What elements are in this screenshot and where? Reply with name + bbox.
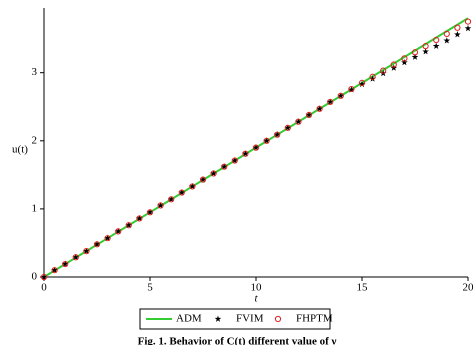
x-tick-label: 10: [251, 282, 263, 294]
y-axis-label: u(t): [12, 144, 28, 156]
x-tick-label: 5: [147, 282, 153, 294]
data-point: [125, 222, 132, 229]
data-point: [40, 273, 48, 281]
data-point: [337, 92, 344, 99]
x-tick-label: 15: [357, 282, 369, 294]
data-point: [327, 98, 334, 106]
data-point: [189, 182, 196, 190]
data-point: [284, 124, 292, 131]
data-point: [104, 235, 111, 242]
data-point: [369, 73, 376, 80]
data-point: [390, 61, 397, 68]
legend-label: FVIM: [236, 313, 264, 325]
y-tick-label: 3: [32, 66, 38, 78]
data-point: [125, 221, 133, 229]
data-point: [61, 260, 69, 267]
x-tick-label: 0: [41, 282, 47, 294]
data-point: [72, 254, 79, 261]
data-point: [83, 248, 90, 255]
data-point: [316, 105, 323, 112]
data-point: [136, 215, 143, 222]
data-point: [263, 137, 270, 144]
y-tick-label: 0: [32, 271, 38, 283]
data-point: [220, 163, 228, 170]
data-point: [380, 67, 387, 74]
data-point: [464, 24, 472, 32]
data-point: [433, 36, 440, 44]
data-point: [242, 150, 249, 157]
data-point: [369, 75, 376, 82]
data-point: [464, 18, 472, 25]
data-point: [305, 111, 313, 119]
data-point: [146, 209, 154, 216]
data-point: [146, 208, 154, 216]
legend-label: ADM: [176, 313, 202, 325]
data-point: [40, 273, 48, 280]
data-point: [401, 58, 408, 66]
data-point: [454, 31, 461, 38]
data-point: [401, 55, 408, 62]
data-point: [168, 196, 175, 203]
data-point: [93, 241, 101, 248]
data-point: [93, 240, 101, 248]
data-point: [454, 24, 461, 31]
data-point: [358, 80, 366, 88]
data-point: [443, 37, 451, 44]
data-point: [422, 48, 429, 55]
data-point: [104, 234, 111, 242]
legend-swatch: [214, 315, 222, 322]
caption: Fig. 1. Behavior of C(t) different value…: [138, 336, 337, 345]
data-point: [411, 53, 419, 60]
data-point: [337, 92, 345, 99]
data-point: [178, 189, 186, 196]
data-point: [263, 137, 270, 144]
data-point: [189, 183, 196, 190]
data-point: [273, 131, 281, 138]
x-tick-label: 20: [463, 282, 474, 294]
data-point: [157, 202, 164, 209]
data-point: [358, 79, 366, 87]
data-point: [295, 118, 302, 125]
y-tick-label: 2: [32, 134, 38, 146]
data-point: [316, 105, 323, 112]
data-point: [252, 144, 260, 151]
data-point: [157, 201, 164, 209]
data-point: [443, 30, 450, 37]
data-point: [136, 214, 143, 222]
data-point: [432, 42, 440, 49]
data-point: [114, 227, 122, 235]
data-point: [199, 176, 207, 183]
data-point: [167, 195, 175, 203]
data-point: [72, 253, 80, 261]
data-point: [305, 111, 313, 118]
data-point: [115, 228, 122, 235]
data-point: [178, 189, 185, 196]
data-point: [348, 85, 355, 93]
data-point: [210, 170, 217, 177]
data-point: [284, 124, 291, 131]
legend-box: [139, 308, 331, 330]
data-point: [422, 43, 429, 50]
legend-label: FHPTM: [296, 313, 333, 325]
data-point: [411, 49, 419, 56]
y-tick-label: 1: [32, 202, 38, 214]
data-point: [199, 176, 207, 183]
data-point: [231, 157, 238, 164]
data-point: [348, 86, 355, 93]
data-point: [210, 169, 217, 177]
legend-swatch: [274, 315, 282, 323]
data-point: [51, 267, 58, 274]
data-point: [231, 157, 239, 164]
data-point: [326, 98, 334, 105]
data-point: [242, 150, 249, 157]
data-point: [221, 163, 228, 170]
data-point: [62, 260, 69, 268]
x-axis-label: t: [254, 293, 258, 305]
data-point: [51, 266, 58, 274]
data-point: [295, 118, 302, 125]
data-point: [274, 131, 281, 138]
data-point: [83, 247, 90, 254]
data-point: [252, 144, 260, 151]
